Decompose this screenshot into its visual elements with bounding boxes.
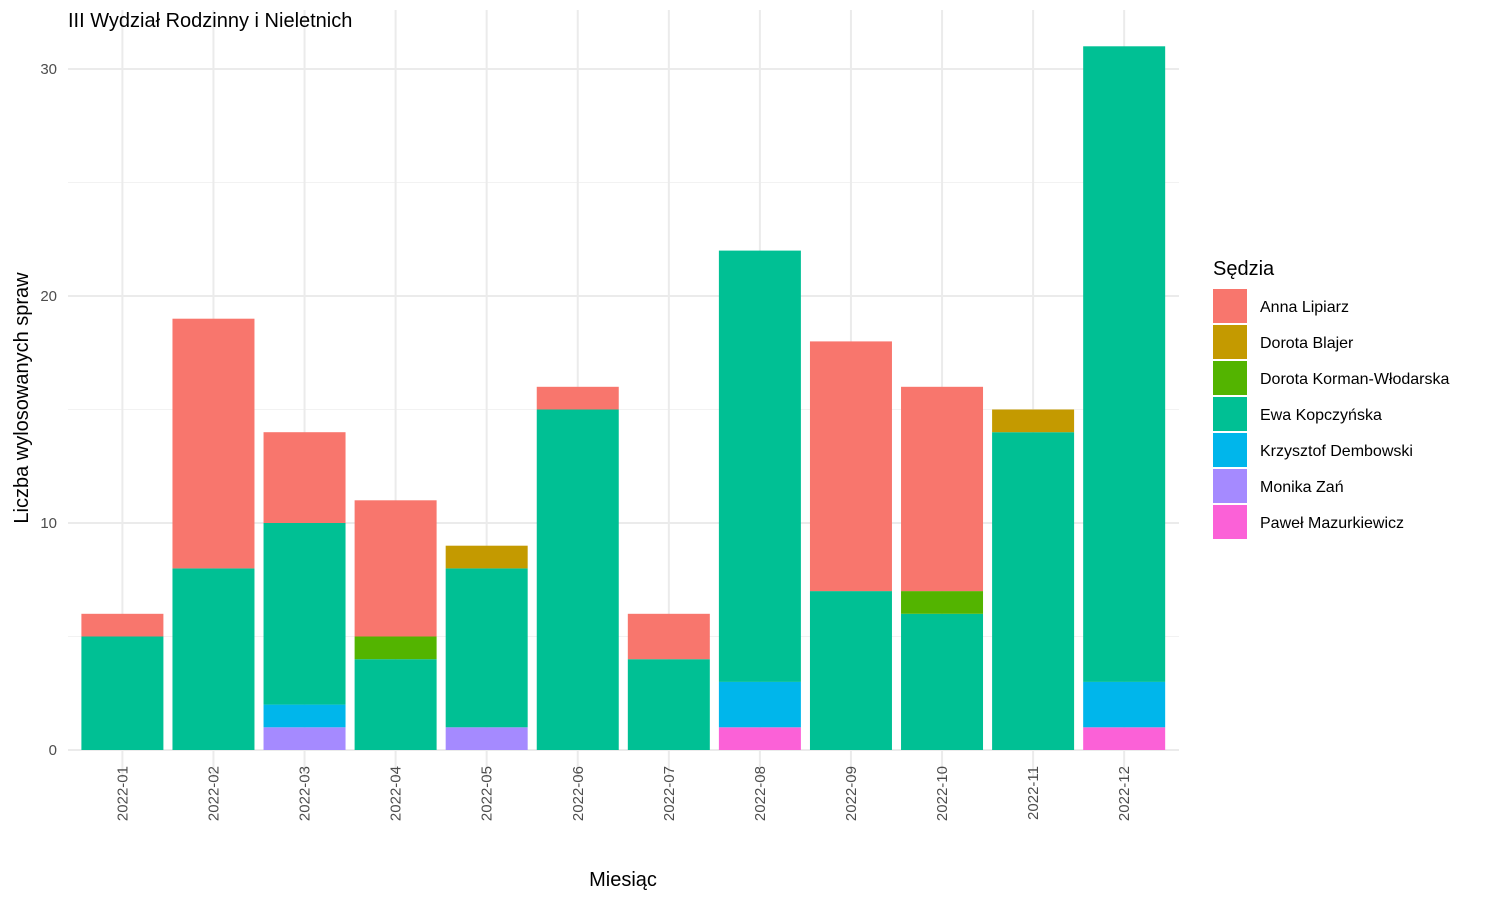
bar-segment (809, 341, 892, 592)
bar-segment (627, 613, 710, 660)
bar-segment (536, 409, 619, 750)
legend: Sędzia Anna Lipiarz Dorota Blajer Dorota K… (1213, 258, 1450, 539)
x-tick-label: 2022-09 (843, 766, 860, 821)
y-tick-label: 10 (40, 515, 57, 532)
bar-segment (536, 386, 619, 410)
y-tick-labels: 0 10 20 30 (40, 61, 57, 759)
legend-key (1213, 505, 1247, 539)
bar-segment (81, 636, 164, 750)
legend-key (1213, 325, 1247, 359)
bar-segment (445, 545, 528, 569)
bar-segment (172, 318, 255, 569)
x-tick-label: 2022-05 (479, 766, 496, 821)
bar-segment (263, 432, 346, 523)
bar-segment (1083, 727, 1166, 750)
legend-label: Dorota Blajer (1260, 335, 1354, 352)
x-tick-label: 2022-02 (205, 766, 222, 821)
bar-segment (445, 727, 528, 750)
legend-key (1213, 361, 1247, 395)
bar-segment (901, 591, 984, 614)
x-tick-label: 2022-01 (114, 766, 131, 821)
bar-segment (901, 613, 984, 750)
legend-key (1213, 469, 1247, 503)
x-tick-label: 2022-08 (752, 766, 769, 821)
legend-label: Paweł Mazurkiewicz (1260, 515, 1404, 532)
bar-segment (263, 704, 346, 728)
legend-label: Monika Zań (1260, 479, 1344, 496)
x-tick-label: 2022-04 (388, 766, 405, 821)
bar-segment (263, 523, 346, 705)
bar-segment (172, 568, 255, 750)
x-tick-label: 2022-12 (1116, 766, 1133, 821)
legend-label: Anna Lipiarz (1260, 299, 1349, 316)
bar-segment (627, 659, 710, 750)
legend-label: Krzysztof Dembowski (1260, 443, 1413, 460)
bars-group (81, 46, 1166, 750)
y-tick-label: 20 (40, 288, 57, 305)
legend-title: Sędzia (1213, 258, 1275, 280)
x-tick-labels: 2022-01 2022-02 2022-03 2022-04 2022-05 2022-… (114, 766, 1133, 821)
x-tick-label: 2022-10 (934, 766, 951, 821)
bar-segment (992, 409, 1075, 433)
bar-segment (718, 727, 801, 750)
bar-segment (992, 432, 1075, 750)
bar-segment (263, 727, 346, 750)
y-axis-title: Liczba wylosowanych spraw (11, 272, 33, 524)
legend-key (1213, 289, 1247, 323)
bar-segment (718, 681, 801, 728)
legend-key (1213, 397, 1247, 431)
y-tick-label: 30 (40, 61, 57, 78)
x-tick-label: 2022-06 (570, 766, 587, 821)
bar-segment (354, 659, 437, 750)
bar-segment (1083, 681, 1166, 728)
chart-title: III Wydział Rodzinny i Nieletnich (68, 10, 352, 32)
legend-label: Ewa Kopczyńska (1260, 407, 1382, 424)
legend-key (1213, 433, 1247, 467)
legend-label: Dorota Korman-Włodarska (1260, 371, 1450, 388)
bar-segment (1083, 46, 1166, 682)
x-tick-label: 2022-03 (297, 766, 314, 821)
bar-segment (809, 591, 892, 750)
bar-segment (718, 250, 801, 682)
legend-items: Anna Lipiarz Dorota Blajer Dorota Korman-W… (1213, 289, 1450, 539)
bar-segment (81, 613, 164, 637)
bar-segment (901, 386, 984, 592)
bar-segment (445, 568, 528, 728)
bar-segment (354, 636, 437, 660)
y-tick-label: 0 (49, 742, 57, 759)
x-tick-label: 2022-07 (661, 766, 678, 821)
x-axis-title: Miesiąc (589, 869, 657, 891)
bar-segment (354, 500, 437, 637)
x-tick-label: 2022-11 (1025, 766, 1042, 820)
